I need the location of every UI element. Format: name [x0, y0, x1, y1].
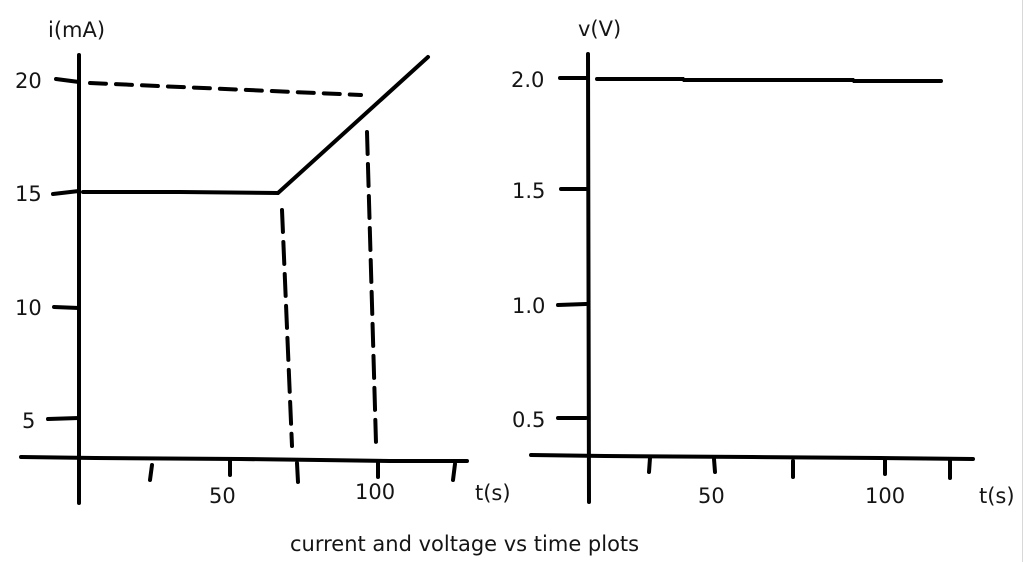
- x-tick-25: [148, 463, 154, 482]
- voltage-plot: [529, 52, 975, 504]
- y-label-1.0: 1.0: [512, 294, 545, 318]
- voltage-x-axis: [529, 453, 975, 461]
- current-x-axis-label: t(s): [475, 481, 511, 505]
- y-label-20: 20: [15, 69, 42, 93]
- current-x-axis: [19, 455, 469, 463]
- y-tick-10: [52, 305, 81, 310]
- dashed-guide-crossing: [365, 130, 378, 445]
- x-label-100: 100: [355, 480, 395, 504]
- x-label-50: 50: [698, 484, 725, 508]
- y-tick-1.0: [556, 302, 588, 307]
- right-edge-divider: [1022, 0, 1023, 562]
- x-tick-75: [295, 461, 300, 484]
- y-label-2.0: 2.0: [511, 68, 544, 92]
- current-y-axis-label: i(mA): [48, 18, 105, 42]
- y-label-0.5: 0.5: [512, 408, 545, 432]
- y-tick-15: [51, 189, 81, 196]
- voltage-x-axis-label: t(s): [979, 484, 1015, 508]
- y-tick-5: [46, 416, 81, 421]
- dashed-guide-knee: [280, 208, 294, 448]
- current-curve: [81, 55, 430, 196]
- figure-caption: current and voltage vs time plots: [290, 532, 639, 556]
- x-tick-50: [712, 457, 717, 474]
- dashed-guide-20: [88, 81, 363, 97]
- x-label-100: 100: [865, 484, 905, 508]
- current-plot: [19, 53, 469, 505]
- x-label-50: 50: [209, 484, 236, 508]
- y-label-10: 10: [15, 296, 42, 320]
- voltage-curve: [595, 77, 943, 83]
- voltage-y-axis-label: v(V): [578, 17, 621, 41]
- y-tick-20: [54, 77, 81, 84]
- x-tick-25: [647, 456, 652, 474]
- voltage-y-axis: [586, 52, 591, 504]
- y-label-1.5: 1.5: [512, 179, 545, 203]
- x-tick-125: [451, 462, 457, 482]
- y-label-5: 5: [22, 409, 35, 433]
- y-label-15: 15: [15, 182, 42, 206]
